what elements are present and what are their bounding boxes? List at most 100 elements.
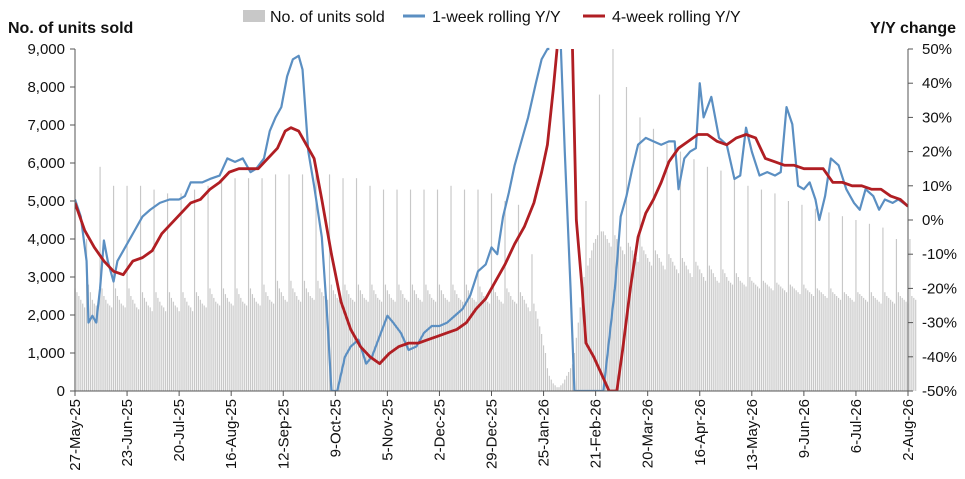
bar-w41-d3 bbox=[633, 254, 635, 391]
bar-w49-d5 bbox=[745, 286, 747, 391]
bar-w2-d1 bbox=[103, 296, 105, 391]
bar-w46-d5 bbox=[704, 280, 707, 391]
bar-w17-d6 bbox=[315, 174, 317, 391]
bar-w7-d2 bbox=[172, 301, 174, 391]
bar-w58-d4 bbox=[865, 299, 867, 391]
bar-w22-d1 bbox=[373, 290, 375, 391]
bar-w19-d6 bbox=[342, 178, 344, 391]
bar-w26-d5 bbox=[435, 301, 437, 391]
bar-w0-d1 bbox=[76, 292, 78, 391]
bar-w47-d3 bbox=[714, 277, 716, 391]
bar-w37-d1 bbox=[575, 337, 577, 391]
bar-w46-d4 bbox=[703, 277, 705, 391]
bar-w39-d4 bbox=[608, 242, 610, 391]
bar-w57-d3 bbox=[849, 297, 851, 391]
axes: 0 1,000 2,000 3,000 4,000 5,000 6,000 7,000 8,00… bbox=[27, 41, 957, 471]
bar-w18-d2 bbox=[321, 292, 323, 391]
bar-w7-d5 bbox=[178, 311, 180, 391]
bar-w52-d3 bbox=[782, 288, 784, 391]
bar-w34-d4 bbox=[541, 334, 543, 391]
bar-w34-d3 bbox=[539, 326, 541, 391]
bar-w5-d5 bbox=[151, 311, 153, 391]
bar-w46-d0 bbox=[695, 261, 697, 391]
bar-w60-d3 bbox=[890, 299, 892, 391]
bar-w11-d5 bbox=[232, 305, 234, 391]
bar-w51-d5 bbox=[772, 290, 774, 391]
left-tick-label-1: 1,000 bbox=[27, 345, 65, 362]
bar-w44-d0 bbox=[668, 254, 670, 391]
bar-w53-d2 bbox=[793, 288, 795, 391]
bar-w0-d4 bbox=[82, 303, 84, 391]
bar-w45-d0 bbox=[681, 258, 683, 391]
bar-w11-d0 bbox=[222, 288, 225, 391]
bar-w37-d6 bbox=[585, 201, 587, 391]
bar-w1-d0 bbox=[87, 284, 90, 391]
bar-w44-d6 bbox=[679, 151, 682, 391]
legend-swatch-units-sold bbox=[243, 10, 265, 22]
bar-w32-d6 bbox=[517, 204, 520, 391]
bar-w62-d2 bbox=[915, 299, 917, 391]
bar-w10-d1 bbox=[211, 294, 213, 391]
bar-w33-d6 bbox=[531, 254, 533, 391]
bar-w11-d2 bbox=[226, 297, 228, 391]
bar-w20-d3 bbox=[350, 297, 352, 391]
bar-w20-d2 bbox=[348, 294, 350, 391]
bar-w14-d0 bbox=[263, 284, 265, 391]
bar-w56-d1 bbox=[832, 292, 834, 391]
bar-w7-d1 bbox=[170, 297, 172, 391]
bar-w51-d1 bbox=[764, 282, 766, 391]
bar-w2-d5 bbox=[111, 307, 113, 391]
bar-w33-d2 bbox=[523, 299, 525, 391]
bar-w32-d5 bbox=[515, 303, 518, 391]
bar-w4-d6 bbox=[139, 185, 142, 391]
bar-w34-d6 bbox=[544, 353, 547, 391]
bar-w51-d2 bbox=[766, 284, 768, 391]
bar-w39-d3 bbox=[606, 239, 608, 391]
bar-w30-d4 bbox=[487, 301, 489, 391]
bar-w40-d5 bbox=[623, 254, 626, 391]
bar-w51-d4 bbox=[770, 288, 772, 391]
bar-w54-d4 bbox=[811, 294, 813, 391]
bar-w17-d5 bbox=[313, 299, 315, 391]
bar-w36-d3 bbox=[566, 375, 568, 391]
bar-w32-d3 bbox=[512, 299, 514, 391]
bar-w21-d2 bbox=[361, 294, 363, 391]
bar-w17-d1 bbox=[305, 288, 307, 391]
bar-w36-d6 bbox=[571, 364, 574, 391]
bar-w29-d4 bbox=[473, 299, 475, 391]
bar-w35-d1 bbox=[548, 375, 550, 391]
bar-w24-d6 bbox=[409, 189, 412, 391]
bar-w35-d4 bbox=[554, 385, 556, 391]
bar-w18-d6 bbox=[328, 174, 331, 391]
legend: No. of units sold 1-week rolling Y/Y 4-w… bbox=[243, 9, 741, 26]
bar-w26-d0 bbox=[425, 284, 427, 391]
bar-w26-d6 bbox=[436, 189, 439, 391]
bar-w59-d4 bbox=[878, 301, 880, 391]
bar-w25-d4 bbox=[419, 299, 421, 391]
x-tick-label-1: 23-Jun-25 bbox=[119, 399, 136, 467]
bar-w33-d1 bbox=[521, 296, 523, 391]
bar-w38-d4 bbox=[595, 239, 597, 391]
x-tick-label-6: 5-Nov-25 bbox=[379, 399, 396, 461]
bar-w6-d2 bbox=[159, 301, 161, 391]
bar-w52-d4 bbox=[784, 290, 786, 391]
bar-w21-d6 bbox=[369, 185, 371, 391]
bar-w41-d4 bbox=[635, 258, 637, 391]
bar-w10-d6 bbox=[220, 178, 223, 391]
bar-w23-d4 bbox=[392, 299, 394, 391]
bar-w28-d2 bbox=[456, 294, 458, 391]
bar-w50-d0 bbox=[749, 277, 751, 391]
bar-w21-d1 bbox=[359, 290, 361, 391]
bar-w44-d1 bbox=[670, 258, 672, 391]
bar-w8-d0 bbox=[182, 292, 184, 391]
bar-w40-d2 bbox=[618, 242, 620, 391]
bar-w37-d3 bbox=[579, 307, 581, 391]
bar-w33-d5 bbox=[529, 311, 531, 391]
bar-w14-d2 bbox=[267, 296, 269, 391]
bar-w9-d5 bbox=[205, 307, 207, 391]
bar-w24-d0 bbox=[398, 284, 400, 391]
bar-w48-d1 bbox=[724, 273, 726, 391]
left-tick-label-0: 0 bbox=[57, 383, 65, 400]
bar-w2-d4 bbox=[109, 305, 111, 391]
bar-w12-d5 bbox=[246, 305, 248, 391]
